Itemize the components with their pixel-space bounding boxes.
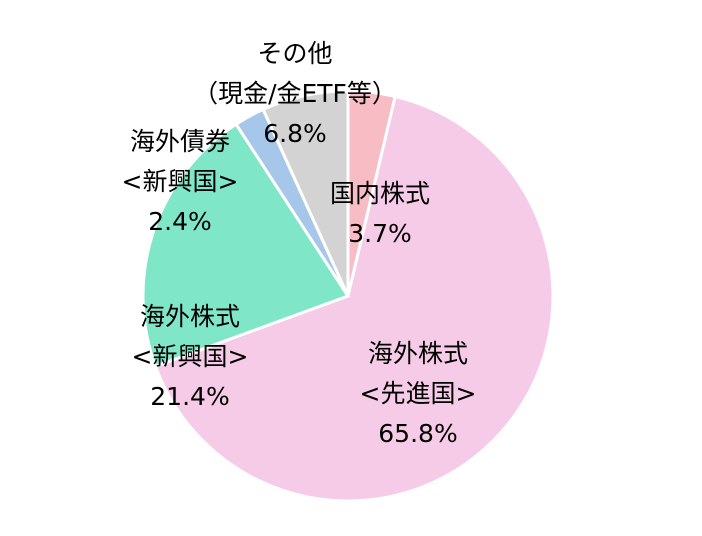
- slice-label: 国内株式: [330, 179, 430, 208]
- slice-label: 海外株式: [140, 302, 240, 331]
- slice-label: （現金/金ETF等）: [193, 79, 397, 108]
- slice-label: <新興国>: [132, 342, 249, 371]
- slice-label: 海外債券: [130, 127, 230, 156]
- pie-slice: [153, 94, 555, 503]
- slice-label: <新興国>: [122, 167, 239, 196]
- value-label: 3.7%: [348, 219, 412, 248]
- value-label: 65.8%: [378, 419, 457, 448]
- slice-label: 海外株式: [368, 339, 468, 368]
- slice-label: <先進国>: [360, 379, 477, 408]
- value-label: 2.4%: [148, 207, 212, 236]
- pie-slice: [261, 89, 350, 297]
- value-label: 21.4%: [150, 382, 229, 411]
- slice-label: その他: [257, 39, 332, 68]
- value-label: 6.8%: [263, 119, 327, 148]
- pie-slice: [141, 122, 351, 369]
